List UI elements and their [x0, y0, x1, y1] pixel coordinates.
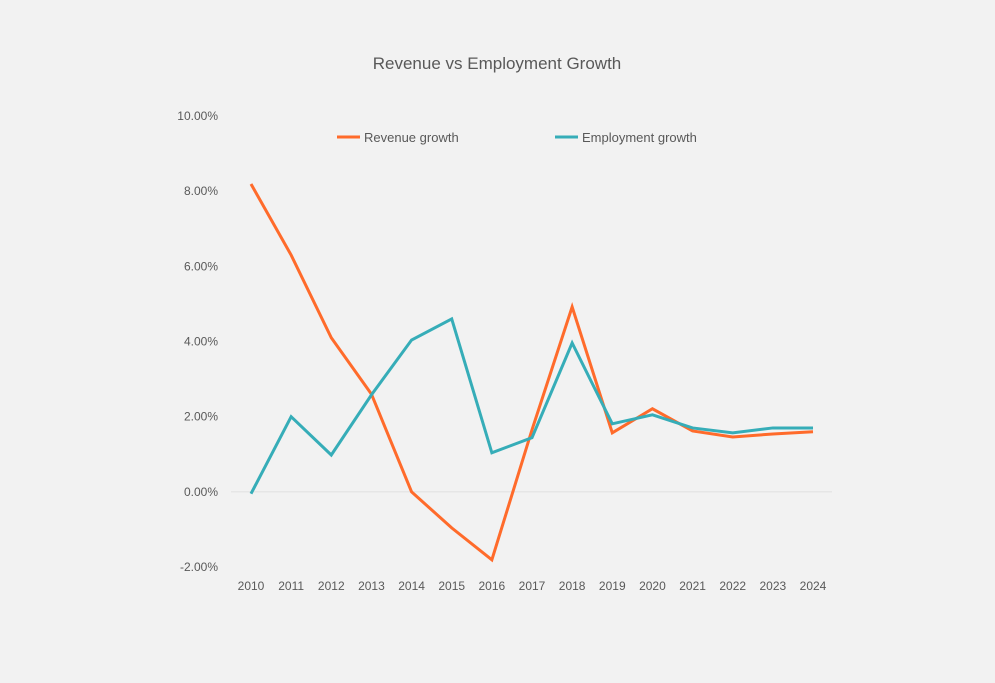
series-line-0: [249, 183, 814, 563]
x-tick-label: 2020: [639, 579, 666, 593]
y-tick-label: -2.00%: [180, 560, 218, 574]
y-axis: -2.00% 0.00% 2.00% 4.00% 6.00% 8.00% 10.00%: [177, 109, 832, 574]
legend-label: Employment growth: [582, 130, 697, 145]
x-tick-label: 2017: [519, 579, 546, 593]
x-tick-label: 2024: [800, 579, 827, 593]
y-tick-label: 8.00%: [184, 184, 218, 198]
x-tick-label: 2015: [438, 579, 465, 593]
y-tick-label: 2.00%: [184, 410, 218, 424]
x-tick-label: 2022: [719, 579, 746, 593]
x-tick-label: 2018: [559, 579, 586, 593]
x-axis: 2010 2011 2012 2013 2014 2015 2016 2017 2018 2019…: [238, 579, 827, 593]
legend-label: Revenue growth: [364, 130, 459, 145]
x-tick-label: 2014: [398, 579, 425, 593]
x-tick-label: 2011: [278, 579, 304, 593]
legend: Revenue growth Employment growth: [337, 130, 697, 145]
series-group: [249, 183, 814, 563]
x-tick-label: 2023: [760, 579, 787, 593]
y-tick-label: 4.00%: [184, 335, 218, 349]
chart-title: Revenue vs Employment Growth: [373, 54, 622, 73]
y-tick-label: 0.00%: [184, 485, 218, 499]
x-tick-label: 2013: [358, 579, 385, 593]
y-tick-label: 6.00%: [184, 259, 218, 273]
x-tick-label: 2021: [679, 579, 706, 593]
x-tick-label: 2010: [238, 579, 265, 593]
x-tick-label: 2016: [479, 579, 506, 593]
x-tick-label: 2012: [318, 579, 345, 593]
y-tick-label: 10.00%: [177, 109, 218, 123]
x-tick-label: 2019: [599, 579, 626, 593]
